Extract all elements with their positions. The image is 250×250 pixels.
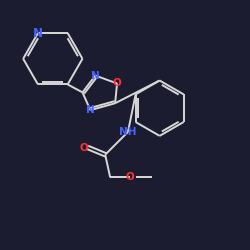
Text: N: N — [86, 105, 95, 115]
Text: O: O — [113, 78, 122, 88]
Text: N: N — [91, 70, 100, 81]
Text: O: O — [79, 143, 88, 153]
Text: NH: NH — [119, 127, 137, 137]
Text: O: O — [126, 172, 134, 182]
Text: N: N — [33, 26, 43, 40]
